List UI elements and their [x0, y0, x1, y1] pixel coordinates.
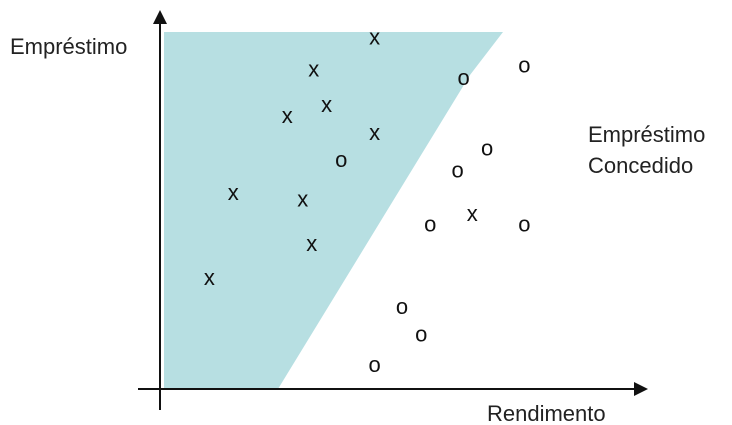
x-axis-arrow [634, 382, 648, 396]
region-label-line-1: Empréstimo [588, 122, 705, 147]
o-marker: o [457, 65, 469, 90]
x-marker: x [306, 231, 317, 256]
x-marker: x [308, 56, 319, 81]
loan-region-fill [164, 32, 503, 389]
x-marker: x [204, 265, 215, 290]
o-marker: o [451, 157, 463, 182]
o-marker: o [415, 322, 427, 347]
o-marker: o [396, 294, 408, 319]
x-marker: x [321, 92, 332, 117]
o-marker: o [424, 211, 436, 236]
x-marker: x [282, 103, 293, 128]
x-marker: x [369, 120, 380, 145]
o-marker: o [368, 352, 380, 377]
o-marker: o [518, 211, 530, 236]
o-marker: o [518, 52, 530, 77]
x-marker: x [369, 25, 380, 50]
x-marker: x [297, 186, 308, 211]
o-marker: o [335, 147, 347, 172]
y-axis-label: Empréstimo [10, 34, 127, 59]
x-marker: x [467, 201, 478, 226]
o-marker: o [481, 135, 493, 160]
x-axis-label: Rendimento [487, 401, 606, 425]
y-axis-arrow [153, 10, 167, 24]
region-label-line-2: Concedido [588, 153, 693, 178]
x-marker: x [228, 180, 239, 205]
